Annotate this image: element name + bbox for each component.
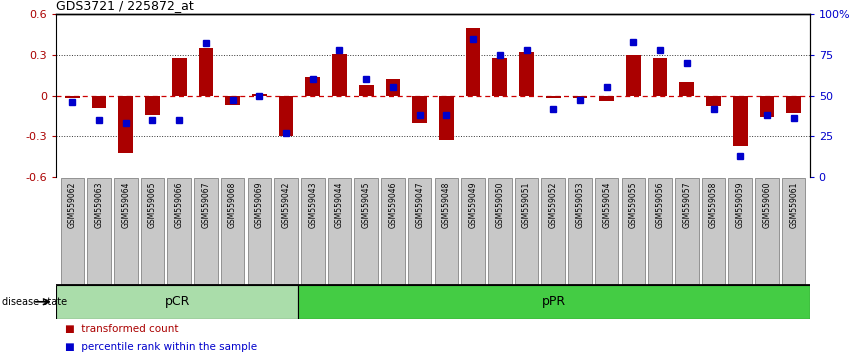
Text: GSM559063: GSM559063 [94, 181, 104, 228]
FancyBboxPatch shape [435, 178, 458, 284]
Bar [733, 96, 747, 146]
Bar [279, 96, 294, 136]
Text: pCR: pCR [165, 295, 190, 308]
Text: GSM559057: GSM559057 [682, 181, 691, 228]
Text: ■  transformed count: ■ transformed count [65, 324, 178, 334]
Text: ■  percentile rank within the sample: ■ percentile rank within the sample [65, 342, 257, 352]
FancyBboxPatch shape [167, 178, 191, 284]
Bar [412, 96, 427, 123]
Text: GDS3721 / 225872_at: GDS3721 / 225872_at [56, 0, 194, 12]
Bar [786, 96, 801, 113]
Text: GSM559055: GSM559055 [629, 181, 638, 228]
FancyBboxPatch shape [114, 178, 138, 284]
FancyBboxPatch shape [595, 178, 618, 284]
Bar [359, 85, 373, 96]
FancyBboxPatch shape [408, 178, 431, 284]
Text: pPR: pPR [542, 295, 566, 308]
Bar [439, 96, 454, 141]
Text: GSM559067: GSM559067 [202, 181, 210, 228]
Bar [706, 96, 721, 107]
FancyBboxPatch shape [622, 178, 645, 284]
Text: GSM559046: GSM559046 [389, 181, 397, 228]
Text: GSM559047: GSM559047 [415, 181, 424, 228]
FancyBboxPatch shape [327, 178, 352, 284]
Bar [653, 58, 668, 96]
Bar [145, 96, 160, 115]
Text: GSM559069: GSM559069 [255, 181, 264, 228]
Text: GSM559062: GSM559062 [68, 181, 77, 228]
Bar [599, 96, 614, 101]
Text: GSM559065: GSM559065 [148, 181, 157, 228]
Bar [306, 76, 320, 96]
Bar [626, 55, 641, 96]
FancyBboxPatch shape [701, 178, 726, 284]
Text: GSM559058: GSM559058 [709, 181, 718, 228]
Bar [759, 96, 774, 117]
FancyBboxPatch shape [248, 178, 271, 284]
Text: GSM559044: GSM559044 [335, 181, 344, 228]
Bar [56, 285, 299, 319]
Text: GSM559066: GSM559066 [175, 181, 184, 228]
Text: GSM559068: GSM559068 [228, 181, 237, 228]
Text: GSM559043: GSM559043 [308, 181, 317, 228]
Text: GSM559050: GSM559050 [495, 181, 504, 228]
Bar [572, 96, 587, 98]
FancyBboxPatch shape [755, 178, 779, 284]
Text: GSM559052: GSM559052 [549, 181, 558, 228]
FancyBboxPatch shape [488, 178, 512, 284]
Bar [385, 79, 400, 96]
FancyBboxPatch shape [221, 178, 244, 284]
FancyBboxPatch shape [275, 178, 298, 284]
Text: GSM559064: GSM559064 [121, 181, 130, 228]
FancyBboxPatch shape [301, 178, 325, 284]
Bar [493, 58, 507, 96]
Text: GSM559051: GSM559051 [522, 181, 531, 228]
Text: GSM559045: GSM559045 [362, 181, 371, 228]
FancyBboxPatch shape [541, 178, 565, 284]
Text: GSM559054: GSM559054 [602, 181, 611, 228]
Text: GSM559049: GSM559049 [469, 181, 477, 228]
FancyBboxPatch shape [381, 178, 404, 284]
FancyBboxPatch shape [194, 178, 217, 284]
FancyBboxPatch shape [140, 178, 165, 284]
FancyBboxPatch shape [728, 178, 752, 284]
FancyBboxPatch shape [354, 178, 378, 284]
Bar [466, 28, 481, 96]
FancyBboxPatch shape [514, 178, 539, 284]
Text: GSM559059: GSM559059 [736, 181, 745, 228]
Bar [519, 52, 533, 96]
Bar [333, 53, 347, 96]
FancyBboxPatch shape [87, 178, 111, 284]
Bar [171, 58, 186, 96]
Text: GSM559060: GSM559060 [762, 181, 772, 228]
FancyBboxPatch shape [649, 178, 672, 284]
Bar [198, 48, 213, 96]
Bar [92, 96, 107, 108]
Bar [252, 94, 267, 96]
Text: disease state: disease state [2, 297, 67, 307]
Text: GSM559048: GSM559048 [442, 181, 451, 228]
Bar [680, 82, 695, 96]
Bar [119, 96, 133, 153]
Text: GSM559061: GSM559061 [789, 181, 798, 228]
FancyBboxPatch shape [782, 178, 805, 284]
FancyBboxPatch shape [675, 178, 699, 284]
Text: GSM559053: GSM559053 [575, 181, 585, 228]
FancyBboxPatch shape [462, 178, 485, 284]
FancyBboxPatch shape [568, 178, 591, 284]
Bar [546, 96, 560, 98]
FancyBboxPatch shape [61, 178, 84, 284]
Text: GSM559056: GSM559056 [656, 181, 664, 228]
Bar [299, 285, 810, 319]
Text: GSM559042: GSM559042 [281, 181, 291, 228]
Bar [65, 96, 80, 98]
Bar [225, 96, 240, 105]
